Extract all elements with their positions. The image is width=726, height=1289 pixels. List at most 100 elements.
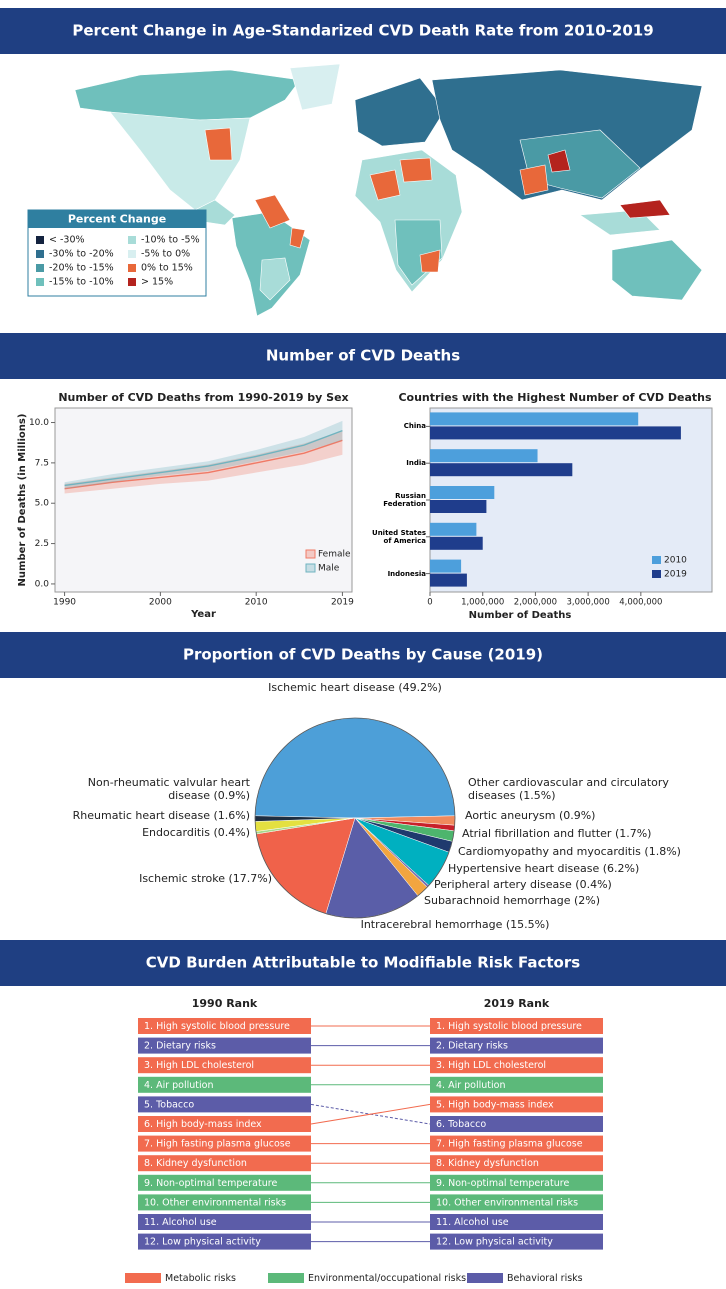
rank-box [430, 1155, 603, 1172]
legend-label: -5% to 0% [141, 249, 190, 260]
legend-swatch [652, 556, 661, 564]
rank-label: 9. Non-optimal temperature [436, 1178, 569, 1189]
uncertainty-band [64, 420, 343, 489]
label-box: Ischemic stroke (17.7%) [139, 872, 272, 885]
x-tick-label: 0 [427, 598, 432, 608]
rank-label: 3. High LDL cholesterol [436, 1060, 546, 1071]
map-legend-header [28, 210, 206, 228]
legend-label: Female [318, 550, 351, 560]
slice-category: Cardiomyopathy and myocarditis [458, 845, 641, 858]
rank-heading: 2019 Rank [484, 997, 550, 1010]
label-wrap: India [368, 445, 426, 481]
label-box: Atrial fibrillation and flutter (1.7%) [462, 827, 651, 840]
slice-value: (2%) [574, 894, 601, 907]
slice-value: (6.2%) [602, 862, 640, 875]
legend-swatch [652, 570, 661, 578]
slice-label: Intracerebral hemorrhage (15.5%) [340, 918, 570, 931]
legend-label: 2019 [664, 570, 687, 580]
slice-category: Subarachnoid hemorrhage [424, 894, 571, 907]
label-box: Intracerebral hemorrhage (15.5%) [340, 918, 570, 931]
y-tick-label: 0.0 [35, 579, 50, 589]
legend-label: 2010 [664, 556, 687, 566]
section-title: Number of CVD Deaths [266, 347, 460, 365]
line [64, 439, 343, 490]
x-tick-label: 4,000,000 [619, 598, 662, 608]
label-box: Subarachnoid hemorrhage (2%) [424, 894, 601, 907]
label-box: Non-rheumatic valvular heart disease (0.… [88, 776, 250, 802]
world-map [74, 63, 703, 317]
label-wrap: Indonesia [368, 556, 426, 592]
rank-label: 5. High body-mass index [436, 1099, 554, 1110]
bar [430, 486, 495, 499]
label-wrap: China [368, 408, 426, 444]
bar [430, 500, 487, 513]
rank-heading: 1990 Rank [192, 997, 258, 1010]
slice-category: Rheumatic heart disease [72, 809, 210, 822]
legend-swatch [305, 563, 316, 573]
rank-label: 5. Tobacco [144, 1099, 194, 1110]
line [64, 429, 343, 487]
legend-label: Behavioral risks [507, 1273, 583, 1284]
bar [430, 536, 483, 550]
rank-label: 11. Alcohol use [144, 1217, 217, 1228]
slice-category: Ischemic heart disease [268, 681, 395, 694]
label-box: Endocarditis (0.4%) [40, 826, 250, 839]
label-box: Aortic aneurysm (0.9%) [465, 809, 595, 822]
rank-label: 6. High body-mass index [144, 1119, 262, 1130]
rank-box [430, 1135, 603, 1152]
rank-connector [310, 1103, 431, 1125]
legend-label: Male [318, 564, 340, 574]
rank-label: 4. Air pollution [144, 1080, 214, 1091]
legend-swatch [128, 278, 136, 286]
slice-value: (0.4%) [575, 878, 612, 891]
slice-category: Hypertensive heart disease [448, 862, 600, 875]
category-label: China [403, 422, 426, 431]
label-box: United States of America [372, 528, 426, 545]
slice-label: Endocarditis (0.4%) [40, 826, 250, 839]
rank-box [138, 1155, 311, 1172]
slice-category: Peripheral artery disease [434, 878, 572, 891]
rank-box [430, 1018, 603, 1034]
rank-box [138, 1233, 311, 1250]
bar [430, 573, 467, 587]
legend-swatch [268, 1273, 304, 1283]
legend-label: Metabolic risks [165, 1273, 236, 1284]
label-box: Russian Federation [383, 492, 426, 508]
slice-category: Intracerebral hemorrhage [360, 918, 503, 931]
x-tick-label: 2010 [245, 598, 268, 608]
slice-label: Rheumatic heart disease (1.6%) [20, 809, 250, 822]
legend-label: Environmental/occupational risks [308, 1273, 466, 1284]
y-tick-label: 5.0 [35, 499, 50, 509]
rank-box [430, 1076, 603, 1093]
slice-value: (49.2%) [398, 681, 442, 694]
rank-label: 2. Dietary risks [436, 1041, 508, 1052]
label-box: Rheumatic heart disease (1.6%) [20, 809, 250, 822]
plot-area [54, 407, 353, 593]
bar [430, 412, 639, 426]
label-box: Peripheral artery disease (0.4%) [434, 878, 612, 891]
slice-value: (0.4%) [213, 826, 250, 839]
rank-box [138, 1214, 311, 1230]
map-legend-title: Percent Change [68, 213, 166, 226]
legend-swatch [36, 236, 44, 244]
rank-label: 10. Other environmental risks [436, 1197, 578, 1208]
category-label: United States of America [372, 528, 426, 545]
rank-label: 9. Non-optimal temperature [144, 1178, 277, 1189]
legend-swatch [305, 549, 316, 559]
slice-category: Other cardiovascular and circulatory dis… [468, 776, 669, 802]
legend-swatch [36, 250, 44, 258]
rank-label: 1. High systolic blood pressure [436, 1021, 582, 1032]
bar [430, 522, 477, 536]
rank-label: 6. Tobacco [436, 1119, 486, 1130]
slice-value: (17.7%) [228, 872, 272, 885]
x-tick-label: 1,000,000 [461, 598, 504, 608]
chart-title: Countries with the Highest Number of CVD… [398, 391, 712, 404]
x-tick-label: 2000 [149, 598, 172, 608]
y-tick-label: 2.5 [35, 539, 49, 549]
header-band [0, 333, 726, 379]
x-tick-label: 2,000,000 [514, 598, 557, 608]
rank-label: 12. Low physical activity [436, 1237, 553, 1248]
slice-value: (15.5%) [505, 918, 550, 931]
rank-label: 10. Other environmental risks [144, 1197, 286, 1208]
